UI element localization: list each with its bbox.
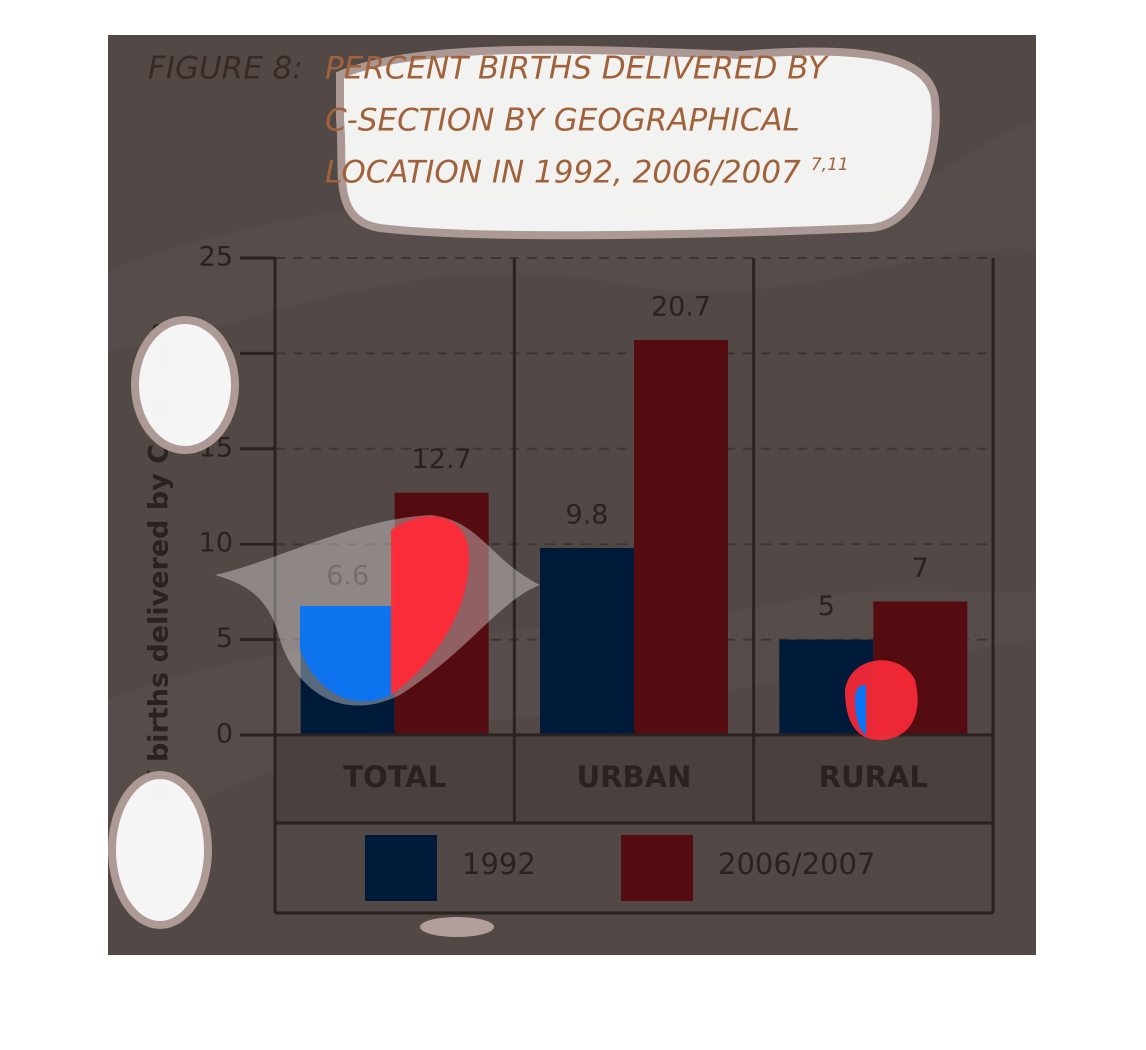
chart-title: C-SECTION BY GEOGRAPHICAL xyxy=(325,103,800,139)
bar xyxy=(540,548,634,735)
value-label: 20.7 xyxy=(651,292,711,323)
x-tick-label: TOTAL xyxy=(343,760,446,794)
category-row xyxy=(275,735,993,823)
value-label: 7 xyxy=(912,553,929,584)
title-superscript: 7,11 xyxy=(811,155,849,175)
legend-label: 1992 xyxy=(462,847,536,881)
value-label: 12.7 xyxy=(412,444,472,475)
value-label: 9.8 xyxy=(566,500,609,531)
y-tick-label: 10 xyxy=(199,528,233,559)
bar xyxy=(634,340,728,735)
chart-title: PERCENT BIRTHS DELIVERED BY xyxy=(325,51,829,87)
y-tick-label: 0 xyxy=(216,719,233,750)
legend-swatch xyxy=(621,835,693,901)
x-tick-label: RURAL xyxy=(819,760,928,794)
legend-swatch xyxy=(365,835,437,901)
y-tick-label: 5 xyxy=(216,623,233,654)
value-label: 5 xyxy=(818,591,835,622)
chart-title: LOCATION IN 1992, 2006/2007 xyxy=(325,155,801,191)
x-tick-label: URBAN xyxy=(577,760,692,794)
highlight-layer xyxy=(108,45,940,937)
legend-label: 2006/2007 xyxy=(718,847,875,881)
title-label: FIGURE 8: xyxy=(148,51,303,87)
value-label: 6.6 xyxy=(326,561,369,592)
y-tick-label: 25 xyxy=(199,242,233,273)
